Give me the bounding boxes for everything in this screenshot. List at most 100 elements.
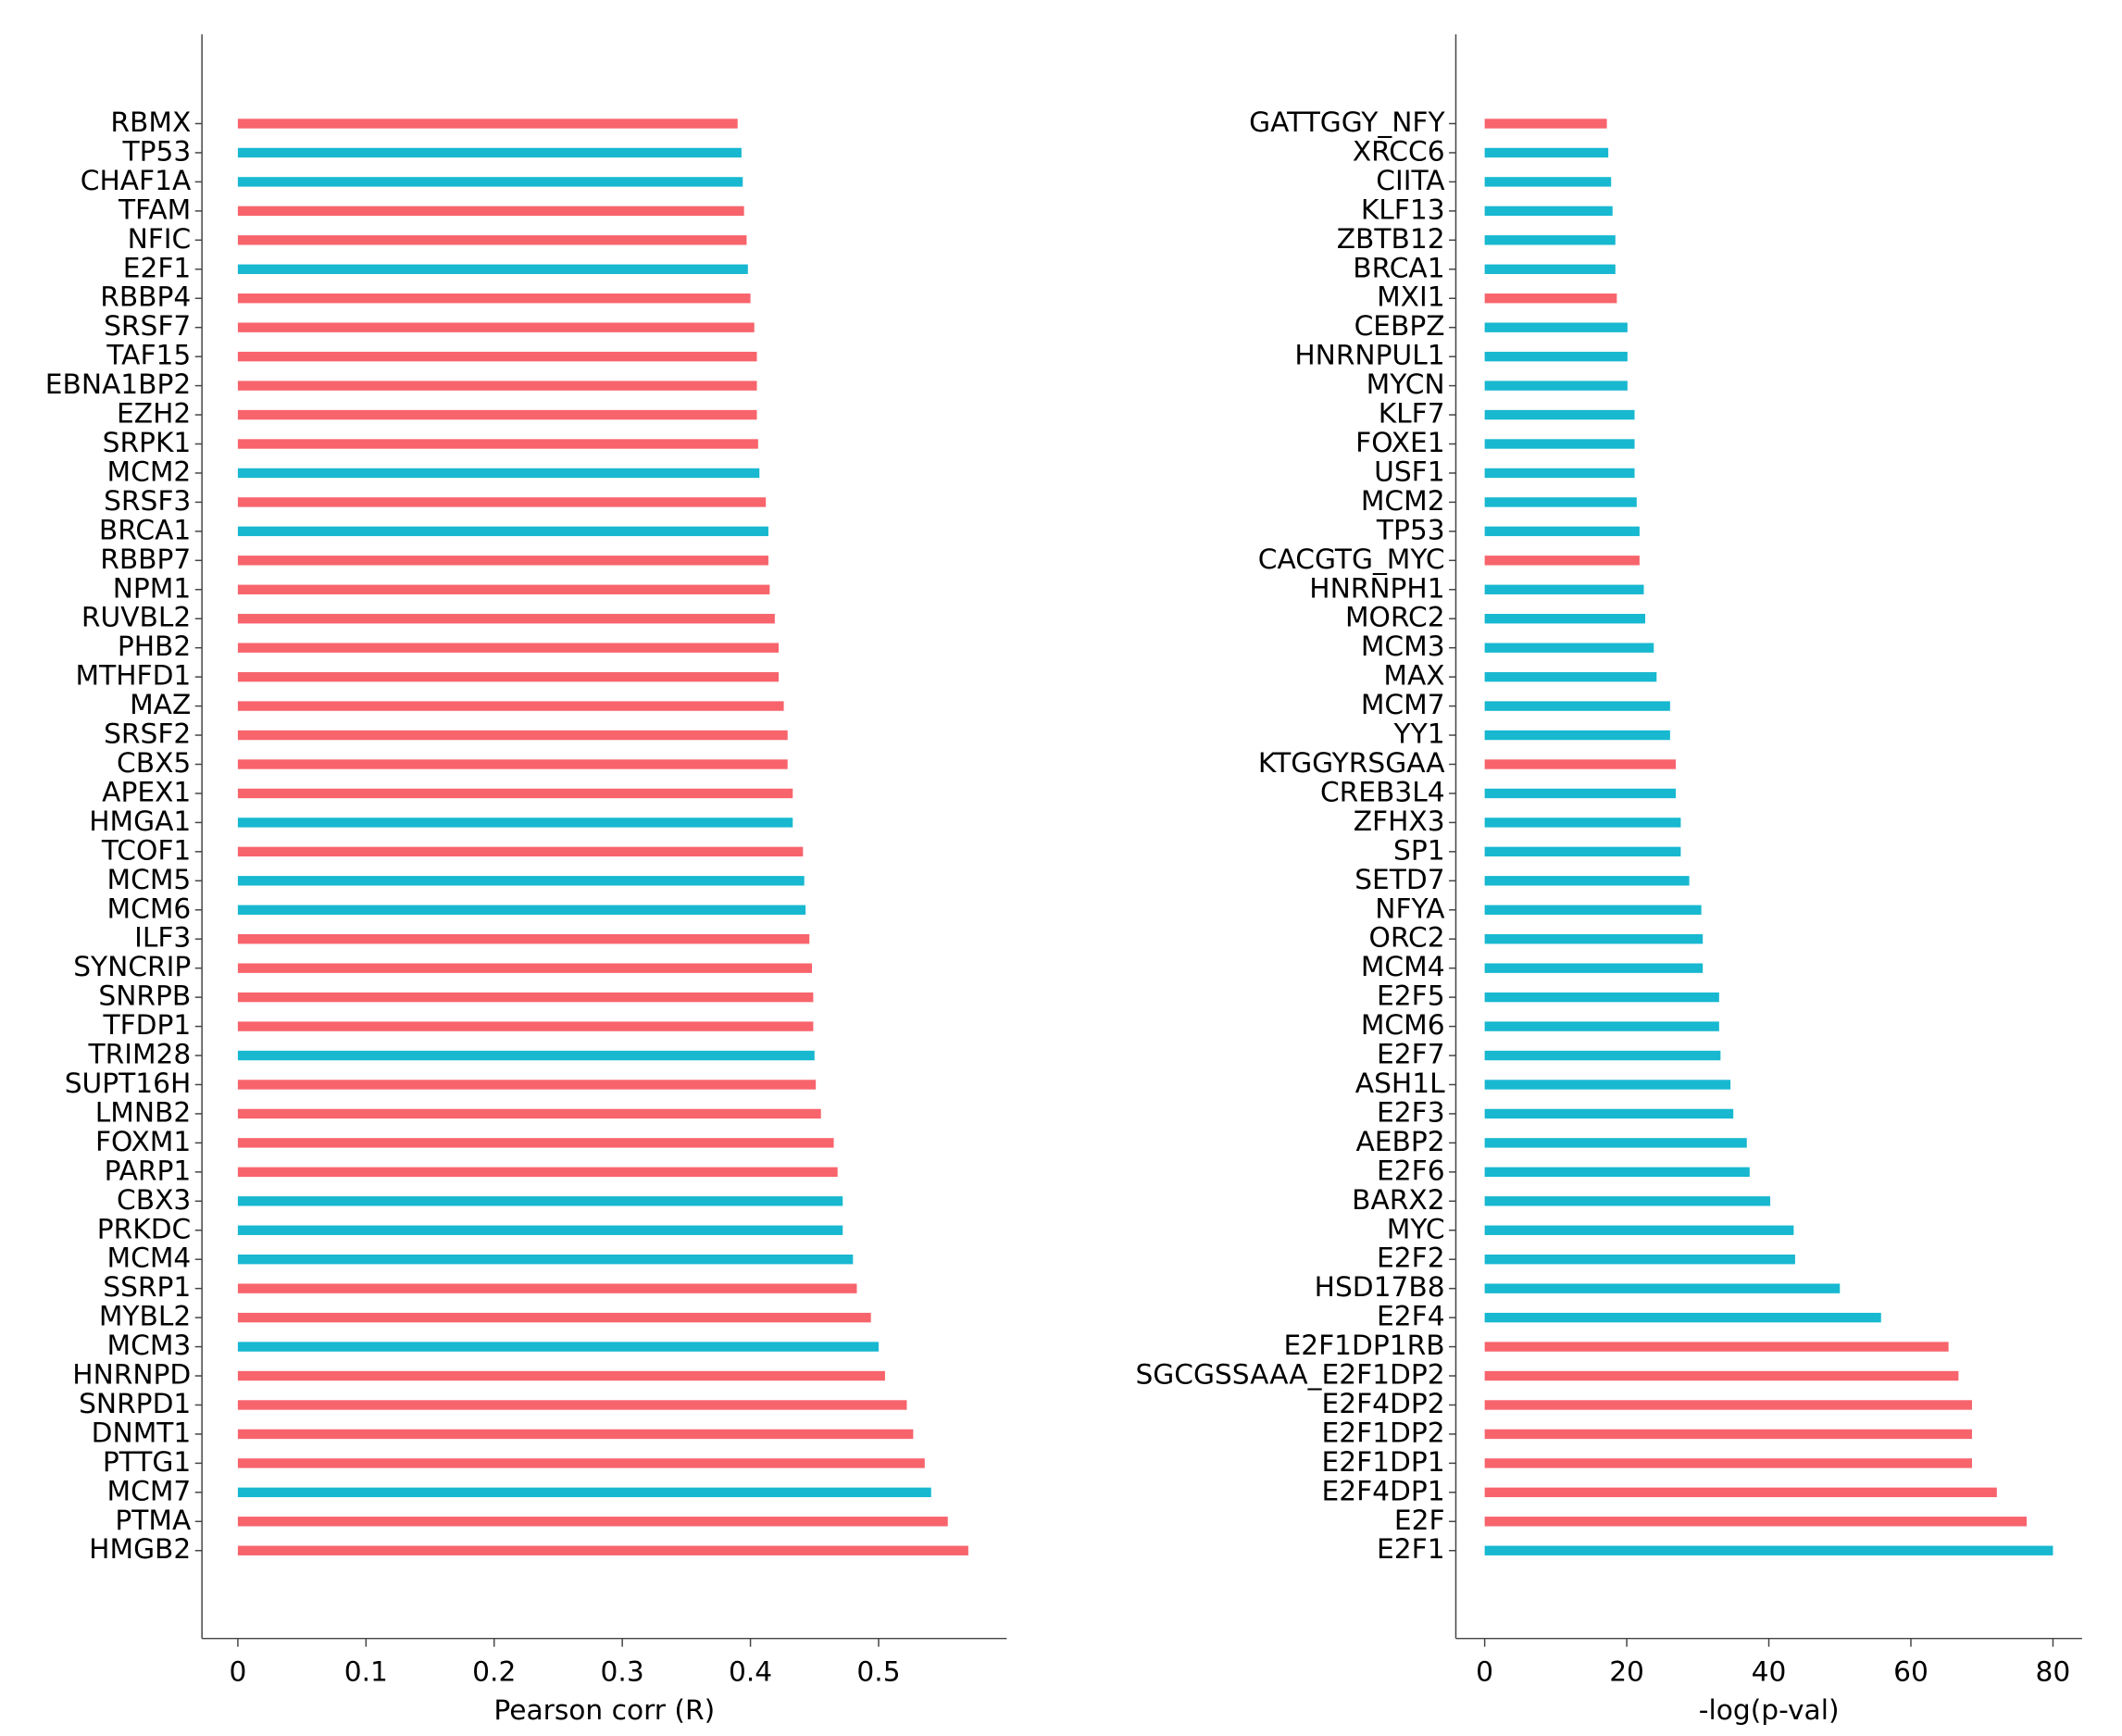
y-tick-label: ZBTB12 — [1337, 222, 1445, 255]
y-tick-label: MORC2 — [1345, 601, 1445, 633]
bar — [237, 818, 793, 828]
bar — [237, 381, 757, 391]
bar — [1484, 409, 1635, 420]
bar — [237, 206, 744, 217]
bar — [237, 1370, 885, 1381]
y-tick-label: MCM4 — [1361, 950, 1445, 982]
y-tick-label: MAX — [1383, 659, 1444, 692]
bar — [237, 1283, 857, 1293]
y-tick-label: FOXE1 — [1355, 426, 1444, 458]
bar — [237, 1545, 968, 1555]
x-tick-label: 0.3 — [601, 1655, 644, 1687]
y-tick-label: FOXM1 — [95, 1125, 191, 1157]
bar — [1484, 643, 1654, 653]
y-tick-label: E2F6 — [1377, 1154, 1445, 1186]
y-tick-label: HMGA1 — [89, 805, 191, 837]
bar — [237, 730, 788, 741]
bar — [1484, 934, 1704, 944]
bar — [237, 876, 805, 886]
bar — [1484, 1429, 1972, 1440]
y-tick-label: E2F1DP1 — [1321, 1445, 1444, 1478]
bar — [1484, 876, 1690, 886]
y-tick-label: E2F4DP1 — [1321, 1474, 1444, 1506]
y-tick-label: MCM3 — [1361, 630, 1445, 662]
bar — [237, 119, 738, 129]
bar — [237, 584, 770, 594]
bar — [1484, 701, 1670, 711]
y-tick-label: CBX5 — [117, 746, 191, 779]
bar — [237, 671, 780, 682]
bar — [1484, 235, 1616, 245]
y-tick-label: MCM2 — [107, 455, 192, 487]
y-tick-label: TFDP1 — [103, 1008, 192, 1041]
y-tick-label: NPM1 — [113, 571, 192, 604]
y-tick-label: AEBP2 — [1355, 1125, 1444, 1157]
bar — [1484, 293, 1617, 304]
y-tick-label: CHAF1A — [81, 164, 192, 196]
bar — [237, 293, 751, 304]
bar — [237, 1517, 948, 1527]
y-tick-label: SRSF3 — [104, 484, 191, 517]
bar — [237, 1255, 854, 1265]
bar — [1484, 818, 1681, 828]
y-tick-label: MYBL2 — [99, 1300, 191, 1332]
bar — [1484, 846, 1681, 857]
bar — [1484, 1080, 1731, 1090]
x-tick-label: 20 — [1609, 1655, 1644, 1687]
bar — [237, 1196, 843, 1206]
y-tick-label: MCM7 — [107, 1474, 192, 1506]
bar — [237, 1487, 931, 1498]
bar — [1484, 497, 1637, 507]
bar — [237, 846, 804, 857]
bar — [237, 147, 742, 158]
y-tick-label: SGCGSSAAA_E2F1DP2 — [1135, 1358, 1444, 1391]
bar — [1484, 788, 1677, 799]
y-tick-label: KLF7 — [1379, 397, 1445, 430]
x-tick-label: 0.1 — [344, 1655, 388, 1687]
y-tick-label: CEBPZ — [1354, 309, 1445, 342]
y-tick-label: NFIC — [128, 222, 192, 255]
bar — [1484, 556, 1640, 566]
x-axis-label: -log(p-val) — [1699, 1693, 1840, 1726]
y-tick-label: E2F2 — [1377, 1242, 1445, 1274]
y-tick-label: HNRNPD — [72, 1358, 191, 1391]
bar — [237, 497, 767, 507]
y-tick-label: SNRPD1 — [79, 1387, 191, 1419]
y-tick-label: E2F7 — [1377, 1038, 1445, 1070]
y-tick-label: PRKDC — [97, 1212, 191, 1244]
bar — [237, 905, 806, 915]
y-tick-label: TP53 — [1376, 513, 1445, 545]
y-tick-label: XRCC6 — [1353, 134, 1445, 167]
y-tick-label: KLF13 — [1361, 193, 1445, 225]
bar — [1484, 1400, 1972, 1410]
bar — [237, 556, 768, 566]
bar — [237, 614, 775, 624]
bar — [1484, 439, 1635, 449]
x-tick-label: 0 — [1476, 1655, 1493, 1687]
y-tick-label: SUPT16H — [65, 1067, 192, 1099]
bar — [1484, 1283, 1841, 1293]
bar — [237, 788, 793, 799]
y-tick-label: APEX1 — [102, 775, 191, 807]
bar — [1484, 905, 1702, 915]
bar — [1484, 759, 1677, 769]
bar — [1484, 1255, 1795, 1265]
y-tick-label: EZH2 — [117, 397, 191, 430]
y-tick-label: SRPK1 — [103, 426, 192, 458]
y-tick-label: SNRPB — [98, 980, 191, 1012]
bar — [1484, 1138, 1747, 1148]
bar — [1484, 1225, 1794, 1235]
bar — [1484, 206, 1613, 217]
y-tick-label: NFYA — [1375, 892, 1445, 924]
y-tick-label: CBX3 — [117, 1183, 191, 1216]
bar — [237, 1458, 925, 1468]
bar — [237, 468, 760, 479]
y-tick-label: LMNB2 — [95, 1095, 192, 1128]
y-tick-label: PHB2 — [118, 630, 191, 662]
bar — [1484, 147, 1609, 158]
y-tick-label: HNRNPUL1 — [1294, 339, 1444, 371]
bar — [1484, 1108, 1734, 1119]
bar — [237, 351, 757, 362]
bar — [237, 1342, 879, 1352]
bar — [1484, 119, 1607, 129]
